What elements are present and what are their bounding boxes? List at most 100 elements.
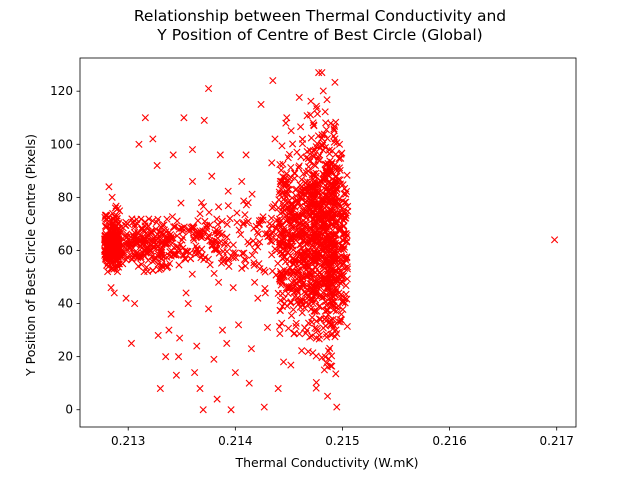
scatter-point: [184, 299, 192, 308]
scatter-point: [313, 327, 322, 335]
scatter-point: [276, 330, 284, 338]
scatter-point: [260, 266, 268, 274]
scatter-point: [111, 204, 119, 212]
scatter-point: [311, 307, 319, 315]
scatter-point: [329, 187, 337, 196]
scatter-point: [323, 392, 332, 400]
scatter-point: [131, 299, 139, 308]
scatter-point: [318, 69, 326, 77]
scatter-point: [176, 334, 184, 342]
scatter-point: [309, 119, 317, 127]
scatter-point: [256, 238, 264, 246]
scatter-point: [313, 236, 321, 244]
scatter-point: [274, 289, 282, 297]
scatter-point: [321, 227, 329, 235]
scatter-point: [326, 274, 334, 282]
scatter-point: [267, 214, 276, 222]
scatter-point: [177, 199, 185, 207]
scatter-point: [311, 230, 319, 238]
scatter-point: [160, 240, 168, 248]
scatter-point: [192, 250, 200, 259]
x-tick-label: 0.216: [432, 434, 466, 448]
scatter-point: [140, 245, 148, 254]
x-tick-label: 0.217: [540, 434, 574, 448]
scatter-point: [137, 215, 145, 223]
scatter-point: [313, 307, 321, 315]
scatter-point: [126, 237, 134, 246]
scatter-point: [204, 305, 213, 313]
scatter-point: [336, 318, 344, 326]
scatter-point: [142, 263, 151, 271]
scatter-point: [300, 204, 308, 213]
scatter-point: [155, 266, 163, 274]
scatter-point: [224, 187, 232, 195]
scatter-point: [162, 353, 170, 361]
y-tick-label: 20: [58, 350, 73, 364]
scatter-point: [298, 135, 307, 143]
scatter-point: [307, 285, 316, 293]
scatter-point: [312, 143, 320, 151]
scatter-point: [330, 259, 338, 267]
scatter-point: [291, 223, 300, 231]
scatter-point: [110, 265, 118, 273]
scatter-point: [244, 199, 252, 207]
scatter-point: [157, 265, 165, 273]
chart-title-line-2: Y Position of Centre of Best Circle (Glo…: [156, 26, 482, 44]
scatter-point: [157, 248, 165, 257]
y-axis-label: Y Position of Best Circle Centre (Pixels…: [23, 134, 38, 377]
scatter-point: [302, 329, 310, 337]
scatter-point: [223, 220, 231, 228]
scatter-point: [339, 260, 347, 268]
scatter-point: [105, 183, 113, 191]
scatter-point: [324, 194, 332, 202]
scatter-point: [322, 119, 330, 127]
scatter-point: [275, 322, 284, 331]
scatter-point: [310, 218, 319, 226]
scatter-point: [128, 255, 136, 263]
scatter-point: [205, 208, 213, 216]
scatter-point: [208, 172, 216, 180]
scatter-point: [298, 347, 306, 355]
scatter-point: [313, 110, 322, 118]
scatter-point: [153, 161, 161, 170]
y-tick-label: 60: [58, 243, 73, 257]
scatter-point: [320, 130, 328, 138]
scatter-point: [148, 237, 156, 245]
scatter-point: [320, 275, 328, 284]
scatter-point: [335, 140, 344, 148]
y-tick-label: 100: [50, 137, 73, 151]
scatter-point: [185, 228, 193, 236]
scatter-point: [188, 177, 197, 186]
scatter-point: [315, 292, 324, 300]
scatter-point: [322, 168, 330, 176]
scatter-point: [282, 284, 290, 292]
scatter-point: [320, 204, 329, 212]
scatter-point: [141, 218, 149, 226]
scatter-point: [248, 251, 256, 259]
scatter-point: [110, 289, 118, 297]
scatter-point: [170, 223, 178, 231]
scatter-point: [238, 177, 246, 186]
scatter-point: [321, 108, 329, 116]
scatter-point: [130, 228, 139, 237]
scatter-point: [205, 231, 213, 239]
scatter-point: [215, 239, 224, 247]
scatter-point: [241, 262, 250, 270]
scatter-point: [190, 236, 198, 244]
scatter-point: [308, 148, 316, 157]
scatter-point: [295, 162, 303, 170]
scatter-point: [279, 358, 288, 366]
scatter-point: [335, 164, 344, 172]
scatter-point: [158, 261, 166, 269]
scatter-point: [188, 145, 197, 154]
scatter-point: [174, 353, 183, 361]
scatter-point: [342, 198, 350, 206]
scatter-point: [322, 169, 330, 177]
scatter-point: [340, 230, 348, 238]
scatter-point: [318, 195, 326, 204]
scatter-point: [169, 151, 177, 159]
chart-title-line-1: Relationship between Thermal Conductivit…: [134, 7, 506, 25]
scatter-point: [306, 239, 315, 247]
scatter-point: [137, 260, 146, 269]
scatter-point: [149, 217, 157, 225]
